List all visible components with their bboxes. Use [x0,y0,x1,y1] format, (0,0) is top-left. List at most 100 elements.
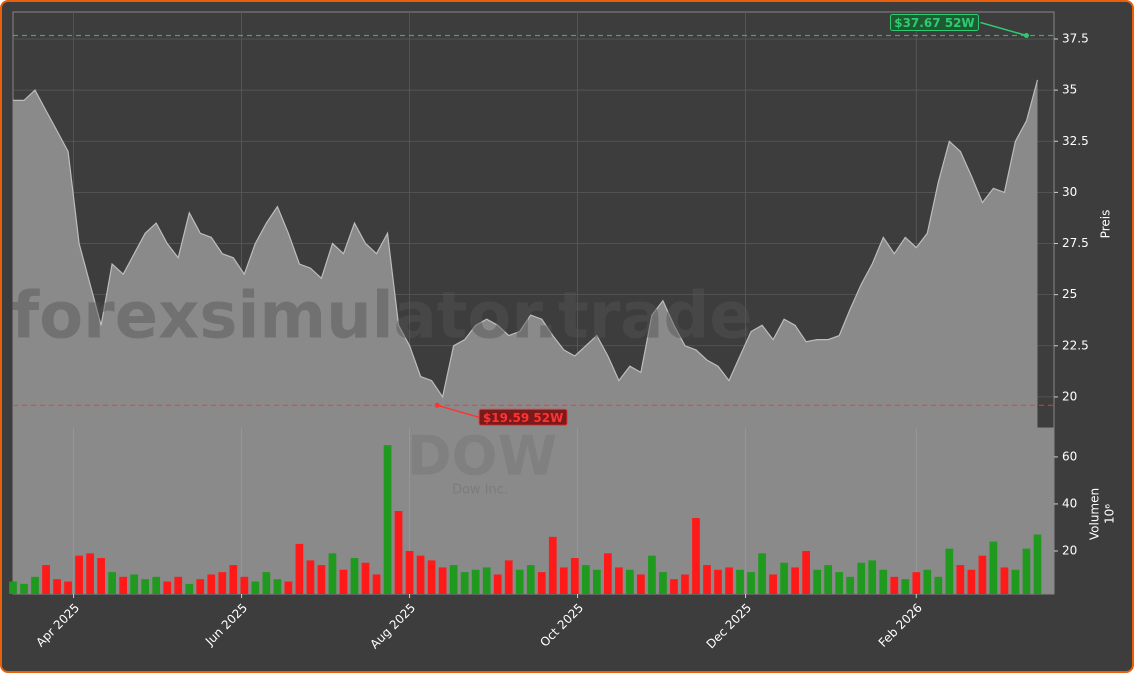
volume-bar [934,576,943,594]
volume-bar [119,576,128,594]
volume-bar [791,567,799,594]
volume-bar [692,518,700,594]
y-tick-label: 20 [1062,543,1077,557]
volume-bar [670,579,678,594]
volume-bar [901,579,910,594]
volume-bar [956,565,965,594]
volume-bar [317,565,326,594]
volume-bar [989,541,998,594]
volume-bar [824,565,833,594]
x-tick-label: Dec 2025 [704,601,755,652]
price-line [13,79,1039,399]
volume-bar [648,555,656,594]
volume-bar [592,569,601,594]
volume-bar [769,574,777,594]
annotation-arrow [980,21,1027,37]
volume-bar [207,574,216,594]
volume-bar [923,569,932,594]
volume-bar [659,572,667,594]
y-tick-label: 40 [1062,496,1077,510]
volume-bar [493,574,502,594]
annotation-point [434,402,440,408]
volume-bar [372,574,381,594]
volume-bar [295,543,304,594]
volume-bar [196,579,205,594]
volume-bar [978,555,987,594]
volume-bar [53,579,61,594]
volume-bar [736,569,744,594]
y-tick-label: 32.5 [1062,134,1089,148]
annotation-label: $19.59 52W [483,411,563,425]
volume-bar [637,574,645,594]
volume-bar [1033,534,1042,594]
volume-bar [251,581,260,594]
volume-bar [108,572,116,594]
y-tick-label: 27.5 [1062,236,1089,250]
volume-bar [438,567,447,594]
watermark: forexsimulator.trade [11,280,752,354]
volume-bar [615,567,623,594]
y-axis-unit: 10⁶ [1103,504,1117,524]
volume-bar [383,445,392,594]
volume-bar [42,565,50,594]
volume-bar [802,550,810,594]
volume-bar [405,550,414,594]
volume-bar [460,572,469,594]
volume-bar [857,562,866,594]
volume-bar [626,569,634,594]
volume-bar [174,576,183,594]
volume-bar [339,569,348,594]
volume-bar [152,576,161,594]
volume-bar [912,572,921,594]
y-axis-label: Preis [1099,210,1113,239]
volume-bar [604,553,612,594]
volume-bar [703,565,711,594]
annotation-label: $37.67 52W [894,16,974,30]
x-tick-label: Oct 2025 [537,601,586,650]
volume-bar [394,511,403,594]
volume-bar [1022,548,1031,594]
annotation-box [889,14,979,32]
volume-bar [427,560,436,594]
y-tick-label: 60 [1062,449,1077,463]
volume-bar [416,555,425,594]
y-tick-label: 30 [1062,185,1077,199]
volume-bar [471,569,480,594]
y-tick-label: 25 [1062,287,1077,301]
watermark: Dow Inc. [452,483,508,498]
volume-bar [75,555,83,594]
volume-bar [482,567,491,594]
volume-bar [747,572,755,594]
volume-bar [141,579,150,594]
volume-bar [570,558,579,594]
volume-bar [515,569,524,594]
y-axis-label: Volumen [1088,488,1102,540]
volume-bar [780,562,788,594]
volume-bar [185,583,194,594]
volume-bar [714,569,722,594]
price-area [13,79,1038,429]
annotation-point [1023,33,1029,39]
volume-bar [20,583,28,594]
volume-bar [262,572,271,594]
volume-bar [64,581,72,594]
y-tick-label: 35 [1062,83,1077,97]
volume-bar [890,576,899,594]
volume-bar [879,569,888,594]
volume-bar [86,553,94,594]
volume-bar [130,574,139,594]
volume-bar [229,565,238,594]
volume-bar [868,560,877,594]
volume-bar [548,536,557,594]
volume-bar [449,565,458,594]
volume-bar [273,579,282,594]
annotation-arrow [436,404,480,419]
volume-bar [328,553,337,594]
volume-bar [240,576,249,594]
volume-bar [31,576,39,594]
volume-bar [1011,569,1020,594]
volume-bar [218,572,227,594]
y-tick-label: 37.5 [1062,31,1089,45]
